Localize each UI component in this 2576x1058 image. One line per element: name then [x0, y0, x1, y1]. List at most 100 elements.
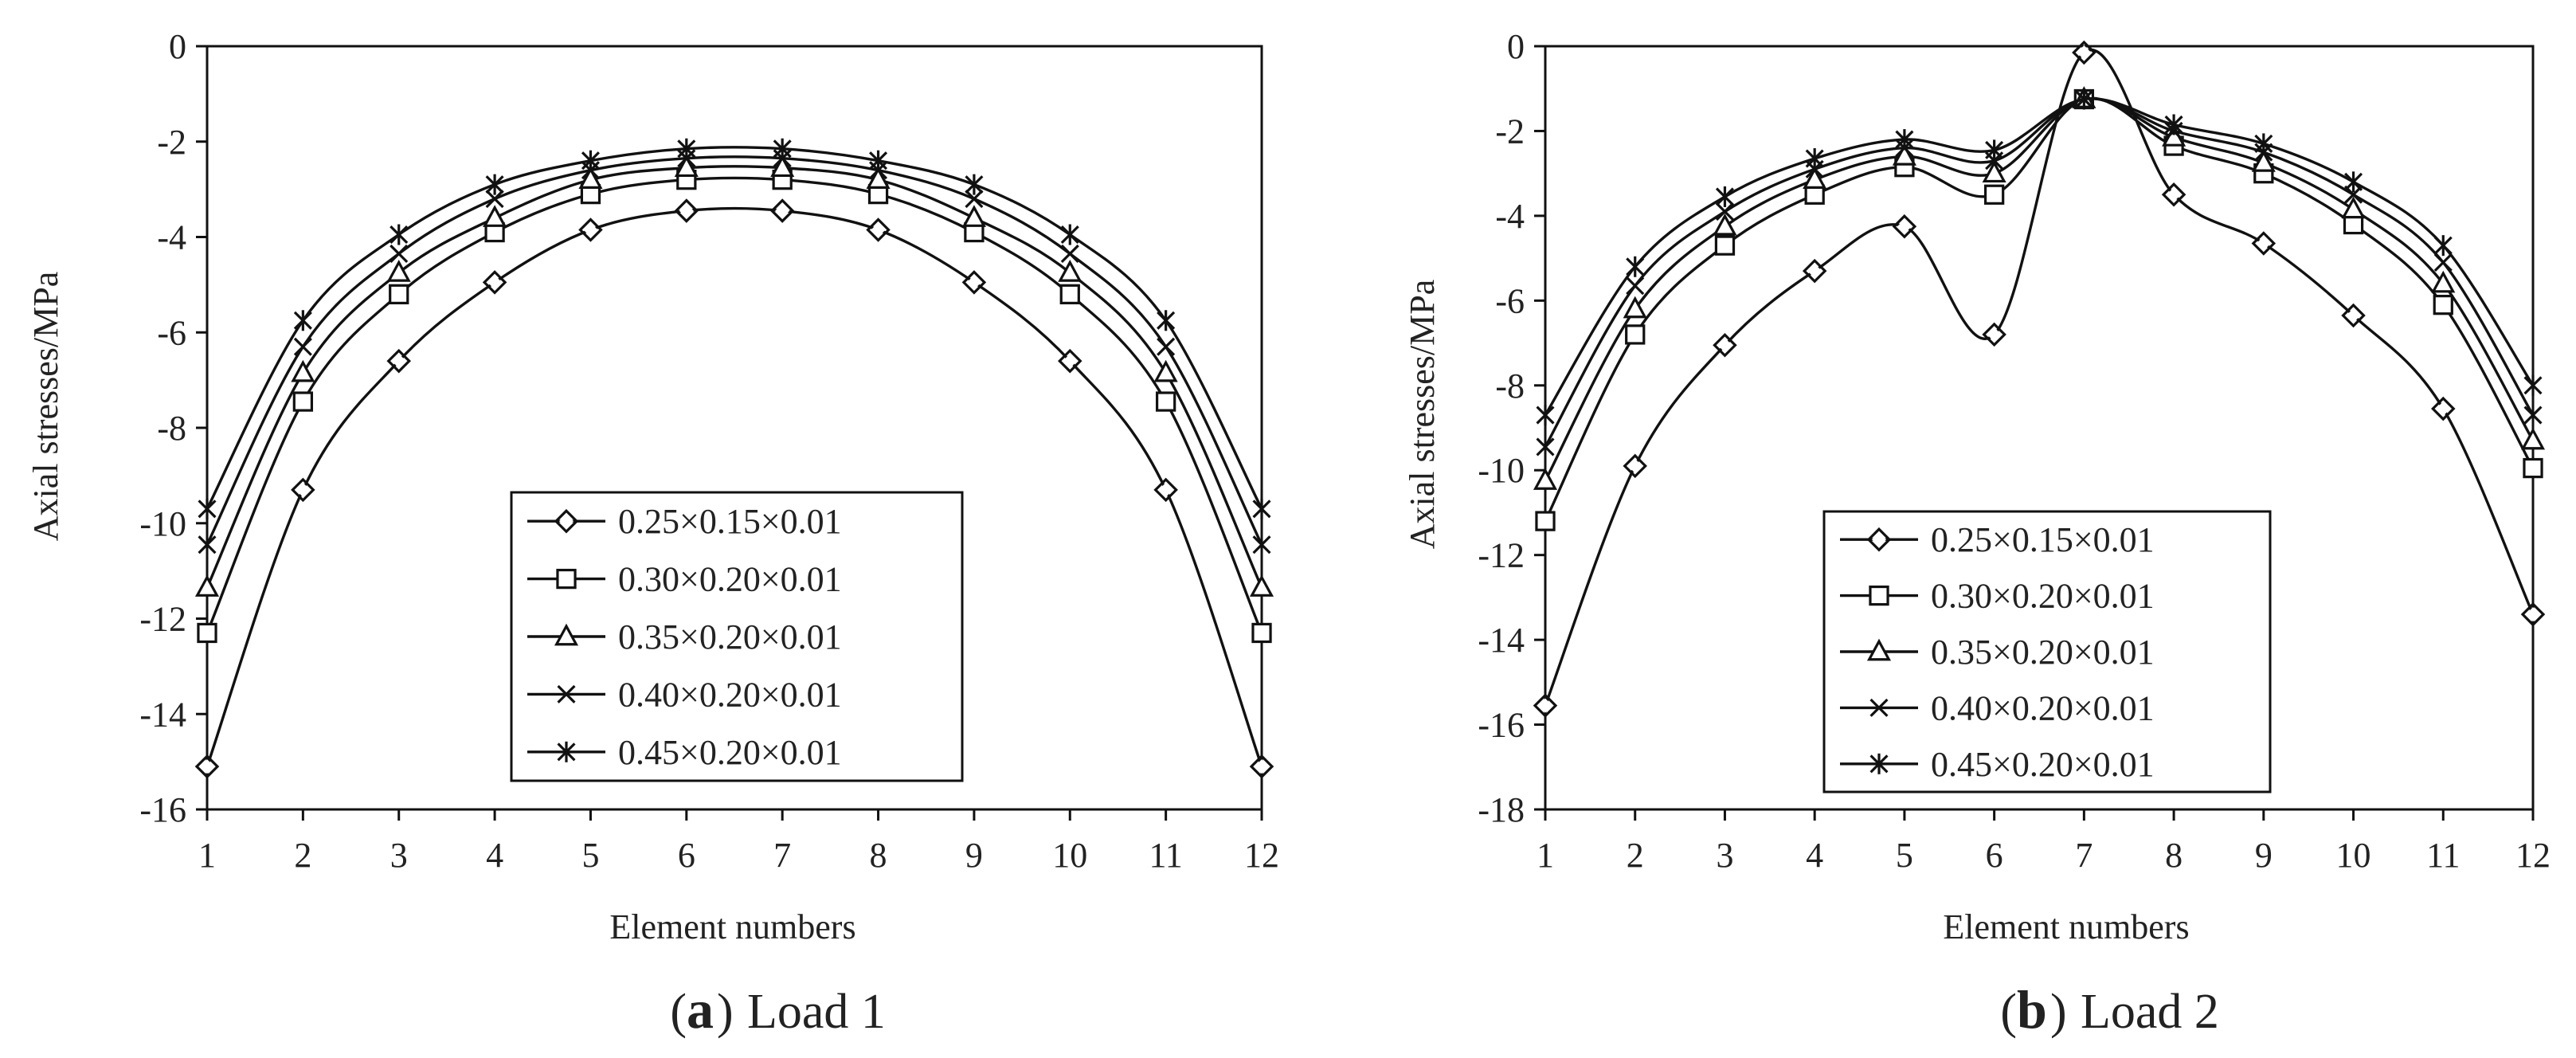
- data-point-square: [1535, 511, 1556, 531]
- legend-marker-diamond: [554, 508, 579, 534]
- series-line: [1544, 97, 2535, 448]
- y-axis-title: Axial stresses/MPa: [26, 272, 65, 542]
- data-point-asterisk: [1985, 139, 2004, 161]
- data-point-triangle: [1058, 260, 1082, 282]
- legend-item: 0.40×0.20×0.01: [1840, 688, 2155, 727]
- data-point-asterisk: [2254, 133, 2273, 155]
- panel-caption: ( a ) Load 1: [670, 979, 886, 1040]
- data-point-triangle: [2431, 270, 2456, 293]
- caption-text: Load 2: [2081, 985, 2219, 1039]
- data-point-triangle: [386, 260, 411, 282]
- series-line: [1544, 96, 2535, 482]
- data-point-x: [1060, 244, 1079, 263]
- data-point-diamond: [1802, 258, 1827, 284]
- legend-label: 0.25×0.15×0.01: [1931, 520, 2155, 559]
- data-point-diamond: [1623, 453, 1647, 479]
- y-tick-label: -10: [1478, 451, 1525, 490]
- y-tick-label: -10: [139, 504, 186, 543]
- x-tick-label: 3: [390, 836, 408, 875]
- y-tick-label: -8: [1495, 366, 1525, 406]
- data-point-triangle: [1892, 143, 1916, 166]
- legend-marker-asterisk: [557, 741, 576, 762]
- data-point-diamond: [2072, 40, 2096, 65]
- data-point-diamond: [1982, 322, 2006, 347]
- data-point-diamond: [1892, 214, 1917, 239]
- data-point-asterisk: [1626, 256, 1645, 277]
- data-point-diamond: [1713, 332, 1737, 358]
- data-point-diamond: [386, 348, 411, 374]
- data-point-triangle: [1153, 359, 1178, 382]
- y-tick-label: -14: [139, 695, 186, 734]
- x-tick-label: 8: [870, 836, 887, 875]
- data-point-triangle: [291, 359, 315, 382]
- data-point-asterisk: [1252, 498, 1271, 519]
- data-point-asterisk: [581, 150, 600, 171]
- data-point-diamond: [1153, 477, 1178, 503]
- data-point-triangle: [1533, 468, 1558, 490]
- x-tick-label: 9: [965, 836, 983, 875]
- legend-label: 0.40×0.20×0.01: [618, 675, 842, 714]
- y-tick-label: -14: [1478, 621, 1525, 660]
- data-point-asterisk: [2074, 88, 2093, 110]
- data-point-x: [390, 244, 409, 263]
- legend-marker-square: [1869, 585, 1889, 606]
- x-tick-label: 11: [2426, 836, 2460, 875]
- data-point-triangle: [194, 574, 220, 597]
- data-point-square: [1251, 622, 1272, 644]
- data-point-diamond: [961, 270, 987, 295]
- data-point-triangle: [1982, 160, 2006, 183]
- data-point-diamond: [2431, 396, 2456, 421]
- legend-label: 0.35×0.20×0.01: [618, 617, 842, 656]
- data-point-triangle: [866, 167, 891, 189]
- legend-label: 0.25×0.15×0.01: [618, 502, 842, 541]
- data-point-diamond: [769, 198, 795, 223]
- x-tick-label: 7: [2075, 836, 2093, 875]
- y-tick-label: -12: [139, 600, 186, 639]
- data-point-x: [1715, 202, 1734, 221]
- data-point-diamond: [2341, 303, 2366, 328]
- y-tick-label: -4: [1495, 197, 1525, 236]
- legend-item: 0.35×0.20×0.01: [527, 617, 842, 656]
- data-point-asterisk: [773, 138, 792, 159]
- data-point-square: [1059, 284, 1080, 304]
- data-point-asterisk: [2433, 235, 2453, 257]
- data-point-x: [2523, 406, 2543, 425]
- legend-item: 0.35×0.20×0.01: [1840, 633, 2155, 672]
- data-point-asterisk: [1895, 129, 1914, 151]
- legend-marker-triangle: [554, 623, 579, 646]
- data-point-square: [1983, 184, 2005, 205]
- data-point-diamond: [2251, 231, 2277, 256]
- x-tick-label: 1: [198, 836, 216, 875]
- x-tick-label: 9: [2255, 836, 2273, 875]
- caption-paren-open: (: [670, 985, 687, 1039]
- x-axis-title: Element numbers: [609, 907, 855, 946]
- y-tick-label: -8: [157, 409, 186, 448]
- panel-caption: ( b ) Load 2: [2000, 979, 2219, 1040]
- chart-panel-b: 0-2-4-6-8-10-12-14-16-181 2 3 4 5 6 7 8 9 10 11 12 …: [1403, 27, 2551, 1040]
- data-point-asterisk: [677, 138, 696, 159]
- legend-item: 0.30×0.20×0.01: [1840, 577, 2155, 616]
- data-point-diamond: [1533, 693, 1558, 718]
- x-tick-label: 6: [1986, 836, 2003, 875]
- data-point-x: [293, 337, 312, 356]
- data-point-asterisk: [2344, 171, 2363, 193]
- data-point-diamond: [674, 198, 699, 223]
- series-square: [1535, 88, 2543, 531]
- y-tick-label: -18: [1478, 790, 1525, 829]
- series-asterisk: [1536, 88, 2543, 426]
- y-tick-label: -16: [1478, 706, 1525, 745]
- x-tick-label: 2: [1627, 836, 1644, 875]
- x-tick-label: 4: [1806, 836, 1823, 875]
- data-point-square: [2433, 295, 2453, 315]
- data-point-x: [485, 190, 504, 209]
- data-point-x: [1626, 276, 1645, 296]
- y-tick-label: -4: [157, 218, 186, 257]
- x-tick-label: 3: [1716, 836, 1733, 875]
- y-tick-label: 0: [169, 27, 186, 66]
- data-point-asterisk: [1536, 405, 1555, 426]
- data-point-diamond: [291, 477, 315, 503]
- data-point-diamond: [866, 217, 891, 242]
- legend-marker-diamond: [1866, 527, 1892, 552]
- y-axis-title: Axial stresses/MPa: [1403, 280, 1442, 550]
- data-point-triangle: [2341, 196, 2366, 219]
